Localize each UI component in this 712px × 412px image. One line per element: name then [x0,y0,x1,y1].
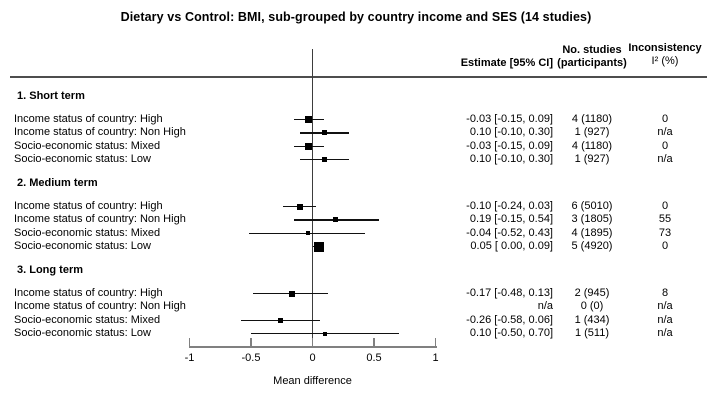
i2-value: 55 [658,213,672,226]
studies-value: 3 (1805) [571,213,613,226]
effect-square [313,241,324,252]
effect-square [333,217,339,223]
studies-header-line2: (participants) [557,57,627,69]
row-label: Income status of country: Non High [14,126,186,139]
row-label: Income status of country: High [14,287,163,299]
i2-value: 0 [661,139,669,152]
estimate-value: -0.17 [-0.48, 0.13] [466,287,553,299]
studies-value: 1 (927) [574,126,610,139]
effect-square [297,203,304,210]
effect-square [288,290,295,297]
studies-value: 5 (4920) [571,240,613,253]
section-label: 3. Long term [17,264,84,276]
x-axis-tick [434,338,437,346]
studies-value: 1 (434) [574,313,610,326]
studies-value: 2 (945) [574,287,610,299]
effect-square [322,130,328,136]
x-axis-tick [188,338,191,346]
i2-value: n/a [657,313,673,326]
x-axis-tick-label: 1 [432,352,439,364]
i2-value: 8 [661,287,669,299]
studies-column-header: No. studies (participants) [552,44,632,70]
x-axis-tick [250,338,252,346]
row-label: Socio-economic status: Low [14,327,151,340]
estimate-value: 0.10 [-0.10, 0.30] [469,153,553,166]
header-rule [10,76,707,78]
x-axis-title: Mean difference [273,375,352,387]
studies-value: 1 (511) [574,327,610,340]
chart-title: Dietary vs Control: BMI, sub-grouped by … [120,10,592,24]
x-axis-tick-label: 0 [309,352,316,364]
zero-reference-line [312,49,314,347]
row-label: Socio-economic status: Mixed [14,313,161,326]
i2-value: 0 [661,200,669,212]
effect-square [322,157,328,163]
section-label: 2. Medium term [17,177,98,189]
studies-header-line1: No. studies [562,44,622,56]
x-axis-line [189,345,437,348]
inconsistency-header-line2: I² (%) [651,55,679,67]
studies-value: 4 (1180) [571,139,613,152]
effect-square [322,331,327,336]
i2-value: 0 [661,240,669,253]
estimate-value: -0.04 [-0.52, 0.43] [466,226,553,239]
section-label: 1. Short term [17,90,85,102]
estimate-value: n/a [537,300,553,313]
x-axis-tick-label: 0.5 [366,352,382,364]
studies-value: 6 (5010) [571,200,613,212]
row-label: Income status of country: Non High [14,213,186,226]
row-label: Socio-economic status: Mixed [14,139,161,152]
effect-square [305,142,313,150]
row-label: Socio-economic status: Low [14,153,151,166]
row-label: Income status of country: High [14,200,163,212]
estimate-value: -0.03 [-0.15, 0.09] [466,113,553,125]
row-label: Income status of country: Non High [14,300,186,313]
inconsistency-column-header: Inconsistency I² (%) [620,42,710,68]
x-axis-tick-label: -0.5 [241,352,261,364]
estimate-value: -0.03 [-0.15, 0.09] [466,139,553,152]
i2-value: n/a [657,126,673,139]
i2-value: 73 [658,226,672,239]
i2-value: n/a [657,327,673,340]
estimate-value: -0.10 [-0.24, 0.03] [466,200,553,212]
estimate-value: 0.19 [-0.15, 0.54] [469,213,553,226]
x-axis-tick-label: -1 [184,352,195,364]
inconsistency-header-line1: Inconsistency [628,42,702,54]
row-label: Income status of country: High [14,113,163,125]
row-label: Socio-economic status: Mixed [14,226,161,239]
i2-value: n/a [657,300,673,313]
estimate-value: -0.26 [-0.58, 0.06] [466,313,553,326]
studies-value: 0 (0) [580,300,604,313]
i2-value: n/a [657,153,673,166]
i2-value: 0 [661,113,669,125]
effect-square [305,231,310,236]
estimate-value: 0.10 [-0.10, 0.30] [469,126,553,139]
studies-value: 4 (1895) [571,226,613,239]
x-axis-tick [311,338,314,346]
estimate-column-header: Estimate [95% CI] [460,57,553,69]
row-label: Socio-economic status: Low [14,240,151,253]
studies-value: 4 (1180) [571,113,613,125]
effect-square [278,317,284,323]
estimate-value: 0.10 [-0.50, 0.70] [469,327,553,340]
x-axis-tick [373,338,375,346]
estimate-value: 0.05 [ 0.00, 0.09] [470,240,553,253]
effect-square [305,116,313,123]
studies-value: 1 (927) [574,153,610,166]
